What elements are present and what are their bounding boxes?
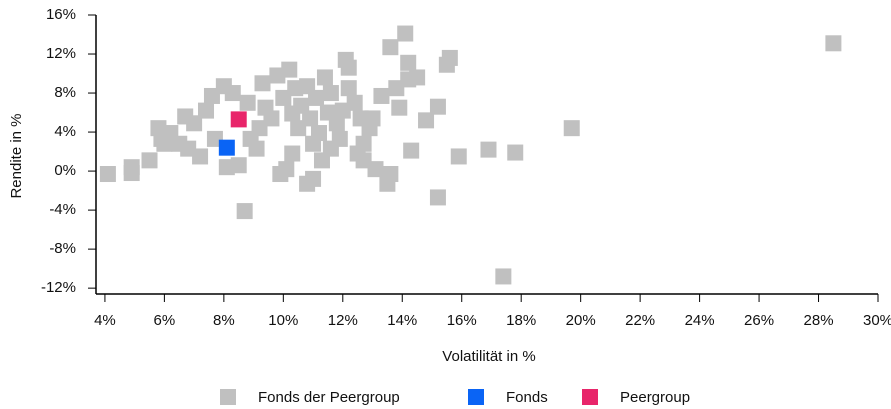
point	[254, 75, 271, 92]
point	[495, 268, 512, 285]
x-tick-label: 28%	[804, 312, 834, 329]
point	[141, 152, 158, 169]
point	[391, 99, 408, 116]
y-tick-label: 16%	[46, 6, 76, 23]
point	[293, 97, 310, 114]
y-tick-label: 12%	[46, 45, 76, 62]
point	[263, 110, 280, 127]
x-tick-label: 16%	[447, 312, 477, 329]
x-tick-label: 8%	[213, 312, 235, 329]
point	[346, 94, 363, 111]
point	[355, 135, 372, 152]
point	[450, 148, 467, 165]
legend-swatch	[582, 389, 598, 405]
x-tick-label: 30%	[863, 312, 891, 329]
point	[186, 115, 203, 132]
point	[284, 145, 301, 162]
y-axis-label: Rendite in %	[8, 113, 25, 198]
point	[373, 87, 390, 104]
legend-swatch	[468, 389, 484, 405]
point	[382, 39, 399, 56]
point	[224, 85, 241, 102]
point	[409, 69, 426, 86]
point	[198, 102, 215, 119]
y-tick-label: -12%	[41, 279, 76, 296]
x-tick-label: 4%	[94, 312, 116, 329]
point	[340, 59, 357, 76]
point	[311, 125, 328, 142]
point	[302, 110, 319, 127]
point	[340, 80, 357, 97]
point	[230, 157, 247, 174]
x-tick-label: 26%	[744, 312, 774, 329]
point	[507, 144, 524, 161]
x-tick-label: 20%	[566, 312, 596, 329]
x-axis-label: Volatilität in %	[442, 348, 535, 365]
point	[278, 161, 295, 178]
point	[316, 69, 333, 86]
point	[305, 170, 322, 187]
point	[322, 85, 339, 102]
x-tick-label: 12%	[328, 312, 358, 329]
point	[418, 112, 435, 129]
x-tick-label: 18%	[506, 312, 536, 329]
point	[441, 49, 458, 66]
legend-label: Peergroup	[620, 389, 690, 406]
point	[563, 120, 580, 137]
point	[281, 61, 298, 78]
point	[382, 166, 399, 183]
point	[328, 115, 345, 132]
x-tick-label: 22%	[625, 312, 655, 329]
y-tick-label: 4%	[54, 123, 76, 140]
point	[192, 148, 209, 165]
point	[230, 111, 247, 128]
legend-label: Fonds der Peergroup	[258, 389, 400, 406]
point	[367, 161, 384, 178]
y-tick-label: -4%	[49, 201, 76, 218]
point	[123, 165, 140, 182]
x-tick-label: 24%	[685, 312, 715, 329]
x-tick-label: 10%	[268, 312, 298, 329]
point	[308, 89, 325, 106]
y-tick-label: -8%	[49, 240, 76, 257]
point	[397, 25, 414, 42]
point	[400, 54, 417, 71]
point	[429, 189, 446, 206]
x-tick-label: 14%	[387, 312, 417, 329]
point	[236, 203, 253, 220]
legend-swatch	[220, 389, 236, 405]
point	[248, 140, 265, 157]
point	[218, 139, 235, 156]
point	[480, 141, 497, 158]
legend-label: Fonds	[506, 389, 548, 406]
point	[99, 166, 116, 183]
point	[403, 142, 420, 159]
y-tick-label: 0%	[54, 162, 76, 179]
point	[825, 35, 842, 52]
point	[239, 94, 256, 111]
x-tick-label: 6%	[154, 312, 176, 329]
point	[364, 110, 381, 127]
y-tick-label: 8%	[54, 84, 76, 101]
point	[429, 98, 446, 115]
point	[331, 130, 348, 147]
